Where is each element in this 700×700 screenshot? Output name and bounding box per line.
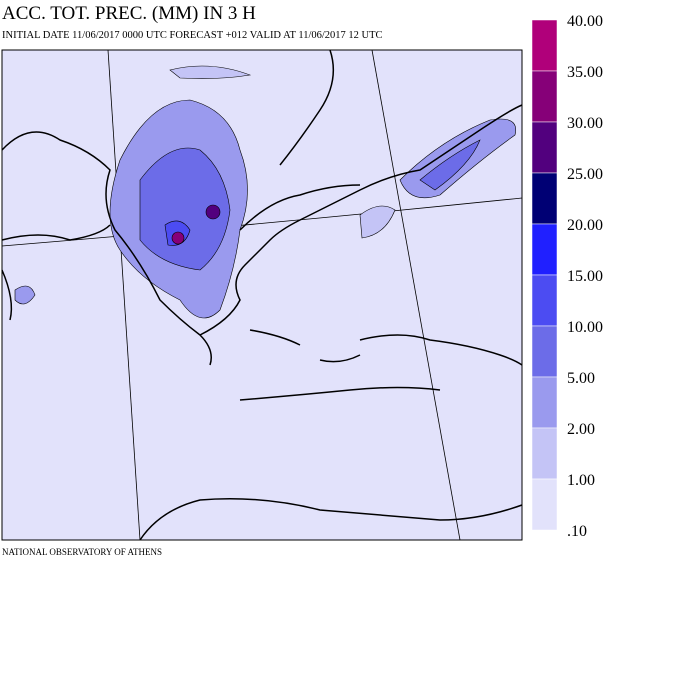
legend-swatch <box>531 19 558 72</box>
legend-label: 5.00 <box>567 370 595 387</box>
legend-swatch <box>531 70 558 123</box>
legend-swatch <box>531 274 558 327</box>
legend-label: 25.00 <box>567 166 603 183</box>
legend-label: .10 <box>567 523 587 540</box>
legend-label: 1.00 <box>567 472 595 489</box>
legend: 40.00 35.00 30.00 25.00 20.00 15.00 10.00 5.00 2… <box>531 13 603 540</box>
legend-label: 40.00 <box>567 13 603 30</box>
legend-swatch <box>531 427 558 480</box>
legend-label: 2.00 <box>567 421 595 438</box>
map <box>1 49 523 541</box>
legend-label: 10.00 <box>567 319 603 336</box>
legend-label: 15.00 <box>567 268 603 285</box>
legend-swatch <box>531 325 558 378</box>
legend-swatch <box>531 223 558 276</box>
footer: NATIONAL OBSERVATORY OF ATHENS <box>2 547 162 557</box>
legend-label: 20.00 <box>567 217 603 234</box>
legend-label: 30.00 <box>567 115 603 132</box>
legend-swatch <box>531 478 558 531</box>
legend-swatch <box>531 121 558 174</box>
precipitation <box>14 65 517 319</box>
legend-label: 35.00 <box>567 64 603 81</box>
title: ACC. TOT. PREC. (MM) IN 3 H <box>2 3 256 24</box>
coastlines <box>1 49 523 541</box>
legend-swatch <box>531 172 558 225</box>
legend-swatch <box>531 376 558 429</box>
subtitle: INITIAL DATE 11/06/2017 0000 UTC FORECAS… <box>2 30 383 41</box>
